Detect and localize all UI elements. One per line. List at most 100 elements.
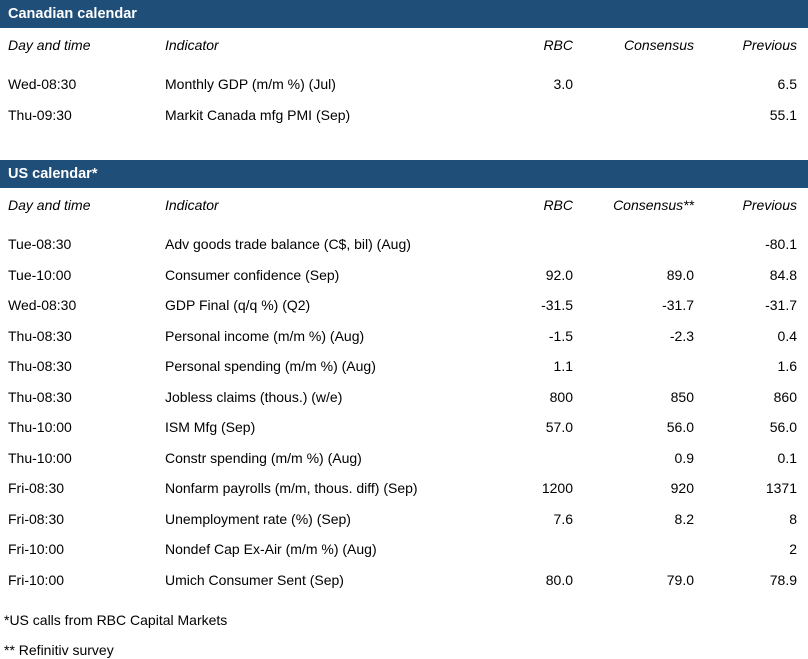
rbc-cell [471, 443, 573, 474]
day-time-cell: Thu-10:00 [8, 419, 72, 436]
indicator-cell: GDP Final (q/q %) (Q2) [165, 297, 311, 314]
column-header-consensus: Consensus** [613, 197, 694, 213]
table-row: Thu-08:30 Jobless claims (thous.) (w/e) 80… [0, 382, 808, 413]
day-time-cell: Fri-10:00 [8, 571, 65, 588]
table-row: Fri-10:00 Nondef Cap Ex-Air (m/m %) (Aug)… [0, 534, 808, 565]
previous-cell: 6.5 [777, 76, 797, 93]
previous-cell: 56.0 [769, 419, 797, 436]
previous-cell: 1371 [765, 480, 797, 497]
canadian-calendar-table: Day and time Indicator RBC Consensus Pre… [0, 28, 808, 130]
column-header-day-and-time: Day and time [8, 37, 91, 53]
previous-cell: 860 [773, 388, 797, 405]
table-row: Thu-09:30 Markit Canada mfg PMI (Sep) 55.1 [0, 100, 808, 131]
table-row: Thu-08:30 Personal spending (m/m %) (Aug)… [0, 351, 808, 382]
consensus-cell: 89.0 [666, 266, 694, 283]
consensus-cell: 920 [670, 480, 694, 497]
column-header-previous: Previous [742, 37, 797, 53]
table-row: Thu-10:00 ISM Mfg (Sep) 57.0 56.0 56.0 [0, 412, 808, 443]
consensus-cell [573, 100, 694, 131]
column-header-rbc: RBC [543, 197, 573, 213]
day-time-cell: Thu-08:30 [8, 327, 72, 344]
rbc-cell: 3.0 [553, 76, 573, 93]
us-calendar-table: Day and time Indicator RBC Consensus** P… [0, 188, 808, 595]
day-time-cell: Tue-10:00 [8, 266, 72, 283]
consensus-cell: 56.0 [666, 419, 694, 436]
consensus-cell [573, 534, 694, 565]
previous-cell: -80.1 [765, 236, 797, 253]
indicator-cell: Markit Canada mfg PMI (Sep) [165, 106, 351, 123]
indicator-cell: Constr spending (m/m %) (Aug) [165, 449, 362, 466]
table-row: Thu-08:30 Personal income (m/m %) (Aug) -1… [0, 321, 808, 352]
column-header-day-and-time: Day and time [8, 197, 91, 213]
rbc-cell: -31.5 [541, 297, 573, 314]
rbc-cell [471, 534, 573, 565]
table-row: Tue-08:30 Adv goods trade balance (C$, bi… [0, 229, 808, 260]
us-calendar-title: US calendar* [8, 166, 98, 182]
column-header-rbc: RBC [543, 37, 573, 53]
rbc-cell: 1.1 [553, 358, 573, 375]
day-time-cell: Tue-08:30 [8, 236, 72, 253]
day-time-cell: Wed-08:30 [8, 297, 77, 314]
rbc-cell: 800 [549, 388, 573, 405]
previous-cell: 55.1 [769, 106, 797, 123]
indicator-cell: Nondef Cap Ex-Air (m/m %) (Aug) [165, 541, 377, 558]
rbc-cell [471, 100, 573, 131]
previous-cell: 1.6 [777, 358, 797, 375]
previous-cell: 0.1 [777, 449, 797, 466]
column-header-indicator: Indicator [165, 37, 219, 53]
rbc-cell: 80.0 [545, 571, 573, 588]
indicator-cell: Umich Consumer Sent (Sep) [165, 571, 344, 588]
indicator-cell: Unemployment rate (%) (Sep) [165, 510, 351, 527]
canadian-calendar-title: Canadian calendar [8, 6, 137, 22]
table-row: Wed-08:30 Monthly GDP (m/m %) (Jul) 3.0 6.5 [0, 69, 808, 100]
consensus-cell: -31.7 [662, 297, 694, 314]
indicator-cell: Personal income (m/m %) (Aug) [165, 327, 365, 344]
consensus-cell: 850 [670, 388, 694, 405]
rbc-cell: 7.6 [553, 510, 573, 527]
indicator-cell: Monthly GDP (m/m %) (Jul) [165, 76, 336, 93]
footnote-us-calls: *US calls from RBC Capital Markets [4, 612, 228, 628]
canadian-calendar-section: Canadian calendar Day and time Indicator… [0, 0, 808, 130]
indicator-cell: ISM Mfg (Sep) [165, 419, 256, 436]
previous-cell: 78.9 [769, 571, 797, 588]
day-time-cell: Fri-08:30 [8, 480, 65, 497]
consensus-cell: -2.3 [669, 327, 694, 344]
consensus-cell: 79.0 [666, 571, 694, 588]
consensus-cell: 8.2 [674, 510, 694, 527]
footnote-refinitiv-survey: ** Refinitiv survey [4, 642, 114, 658]
day-time-cell: Wed-08:30 [8, 76, 77, 93]
table-row: Thu-10:00 Constr spending (m/m %) (Aug) 0.… [0, 443, 808, 474]
previous-cell: -31.7 [765, 297, 797, 314]
rbc-cell: 92.0 [545, 266, 573, 283]
rbc-cell: 57.0 [545, 419, 573, 436]
day-time-cell: Thu-08:30 [8, 358, 72, 375]
consensus-cell [573, 351, 694, 382]
consensus-cell: 0.9 [674, 449, 694, 466]
rbc-cell: 1200 [541, 480, 573, 497]
day-time-cell: Thu-10:00 [8, 449, 72, 466]
indicator-cell: Nonfarm payrolls (m/m, thous. diff) (Sep… [165, 480, 418, 497]
rbc-cell [471, 229, 573, 260]
column-header-row: Day and time Indicator RBC Consensus Pre… [0, 28, 808, 69]
column-header-previous: Previous [742, 197, 797, 213]
us-calendar-section: US calendar* Day and time Indicator RBC … [0, 160, 808, 595]
us-calendar-title-bar: US calendar* [0, 160, 808, 188]
table-row: Fri-10:00 Umich Consumer Sent (Sep) 80.0 79… [0, 565, 808, 596]
consensus-cell [573, 229, 694, 260]
footnotes: *US calls from RBC Capital Markets ** Re… [0, 595, 808, 658]
column-header-indicator: Indicator [165, 197, 219, 213]
canadian-calendar-title-bar: Canadian calendar [0, 0, 808, 28]
table-row: Wed-08:30 GDP Final (q/q %) (Q2) -31.5 -31.… [0, 290, 808, 321]
previous-cell: 0.4 [777, 327, 797, 344]
previous-cell: 8 [789, 510, 797, 527]
rbc-cell: -1.5 [548, 327, 573, 344]
consensus-cell [573, 69, 694, 100]
previous-cell: 84.8 [769, 266, 797, 283]
indicator-cell: Jobless claims (thous.) (w/e) [165, 388, 343, 405]
day-time-cell: Fri-10:00 [8, 541, 65, 558]
indicator-cell: Adv goods trade balance (C$, bil) (Aug) [165, 236, 411, 253]
table-row: Fri-08:30 Unemployment rate (%) (Sep) 7.6 8… [0, 504, 808, 535]
column-header-consensus: Consensus [623, 37, 694, 53]
table-row: Fri-08:30 Nonfarm payrolls (m/m, thous. d… [0, 473, 808, 504]
indicator-cell: Consumer confidence (Sep) [165, 266, 340, 283]
